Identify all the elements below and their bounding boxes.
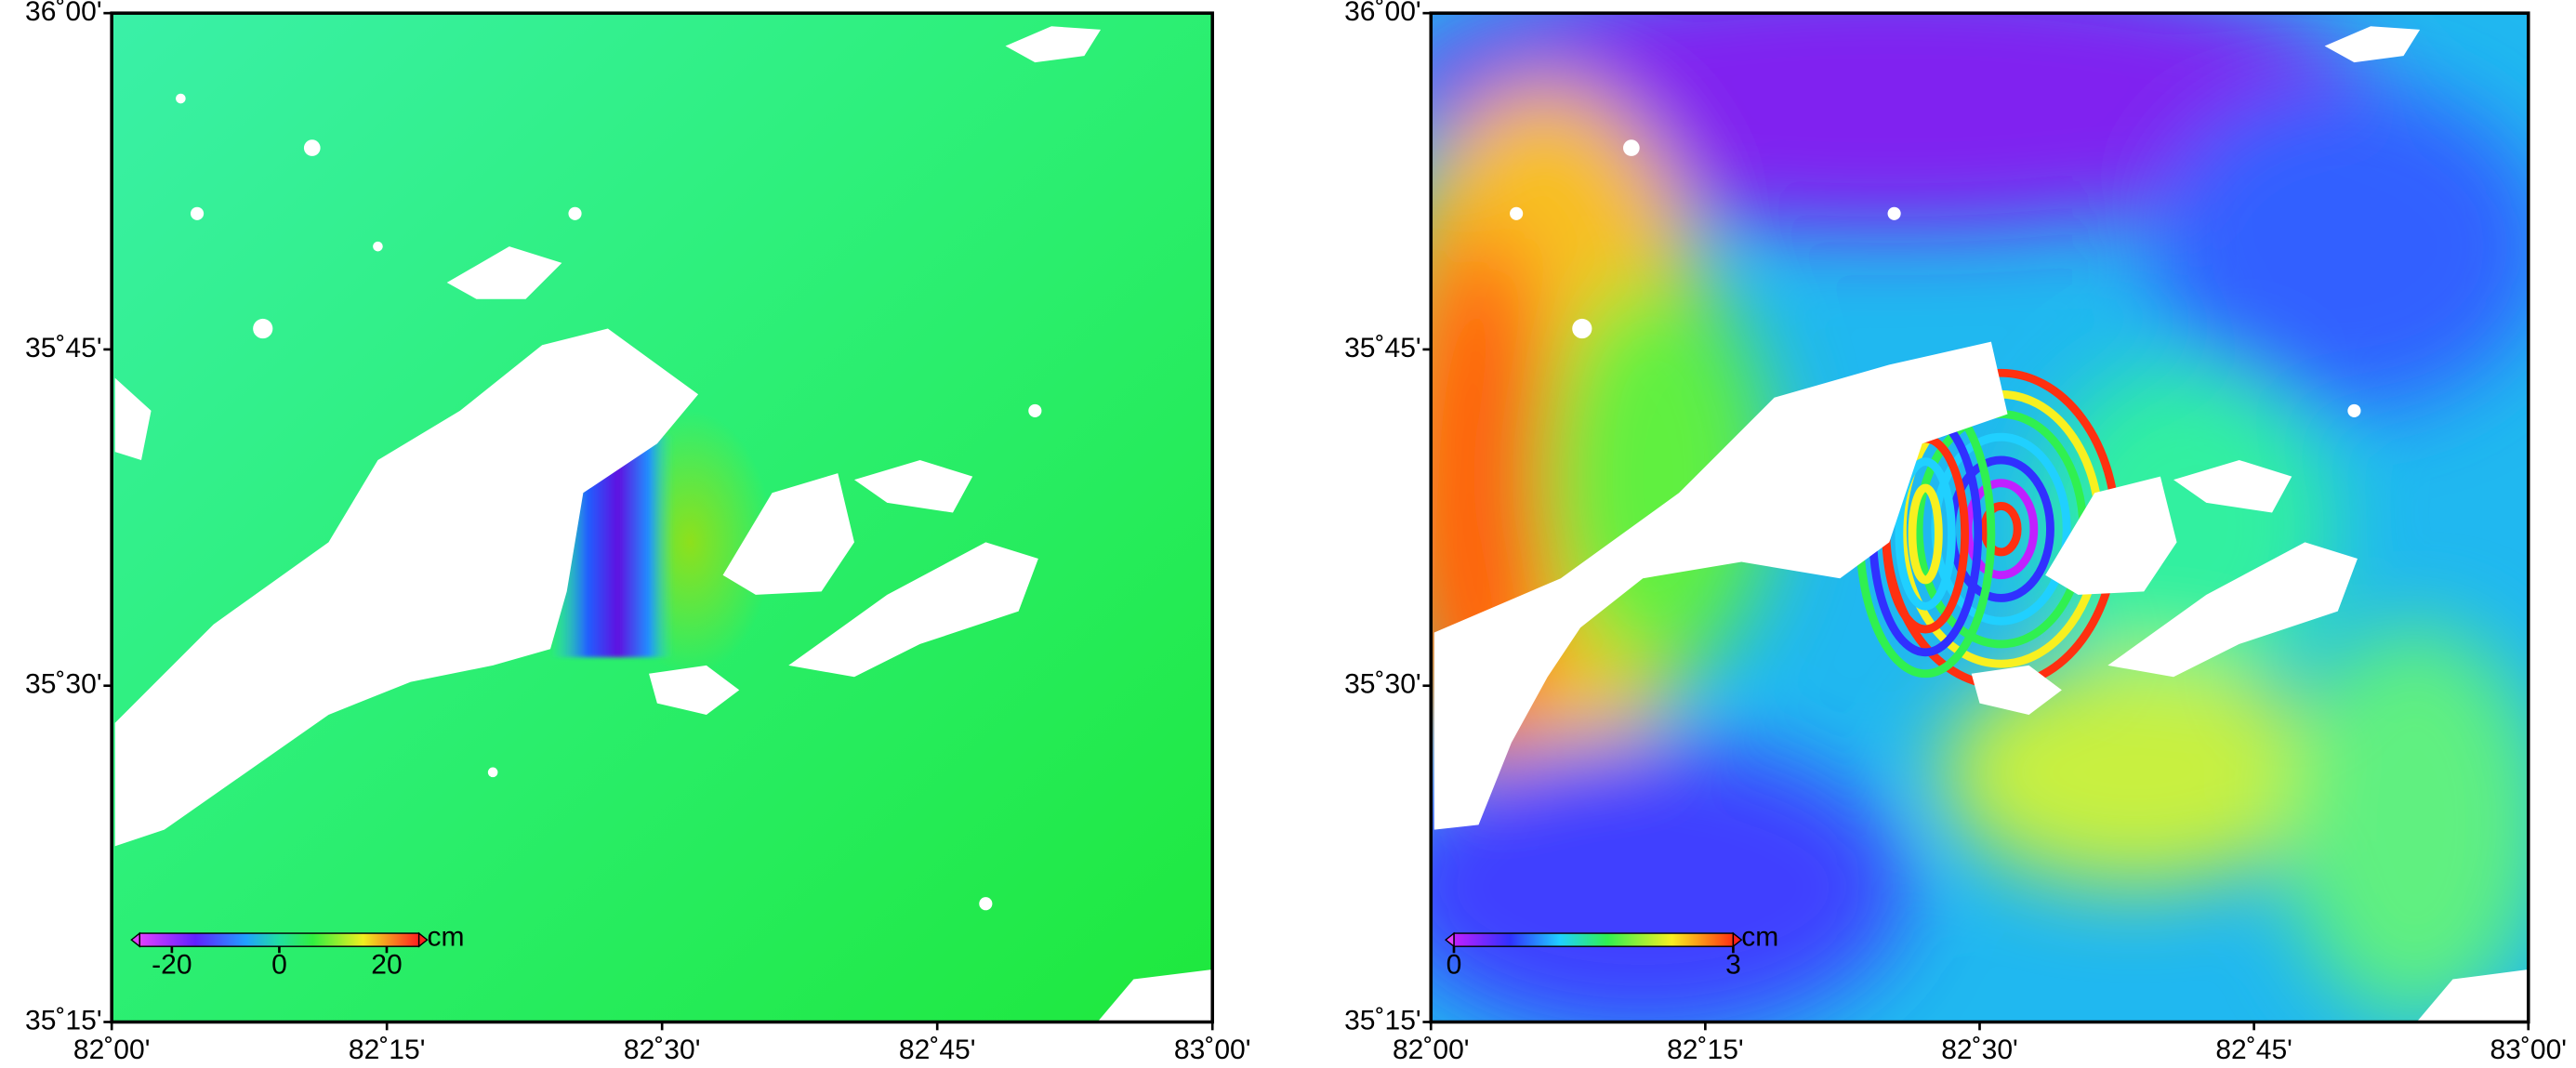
interferogram-map — [1431, 13, 2529, 1022]
lon-tick-label: 82˚00' — [73, 1035, 151, 1065]
colorbar-tick-label: 3 — [1725, 949, 1741, 980]
colorbar — [139, 932, 420, 947]
lon-tick-label: 82˚45' — [2215, 1035, 2292, 1065]
colorbar-end — [1445, 931, 1455, 948]
lon-tick-label: 82˚30' — [1941, 1035, 2018, 1065]
lat-tick-label: 36˚00' — [25, 0, 102, 27]
lon-tick-label: 83˚00' — [2490, 1035, 2567, 1065]
displacement-map — [112, 13, 1213, 1022]
lat-tick-label: 36˚00' — [1344, 0, 1421, 27]
lat-tick-label: 35˚45' — [25, 333, 102, 363]
colorbar — [1453, 932, 1735, 947]
lon-tick-label: 82˚00' — [1393, 1035, 1470, 1065]
colorbar-tick-label: -20 — [152, 949, 192, 980]
colorbar-end — [1732, 931, 1743, 948]
colorbar-tick-label: 0 — [271, 949, 287, 980]
lon-tick-label: 82˚30' — [624, 1035, 701, 1065]
lon-tick-label: 82˚45' — [899, 1035, 976, 1065]
lon-tick-label: 83˚00' — [1174, 1035, 1251, 1065]
colorbar-tick-label: 20 — [371, 949, 402, 980]
lat-tick-label: 35˚15' — [25, 1005, 102, 1035]
lon-tick-label: 82˚15' — [349, 1035, 426, 1065]
lat-tick-label: 35˚30' — [1344, 669, 1421, 700]
lon-tick-label: 82˚15' — [1667, 1035, 1744, 1065]
lat-tick-label: 35˚45' — [1344, 333, 1421, 363]
lat-tick-label: 35˚15' — [1344, 1005, 1421, 1035]
colorbar-unit: cm — [427, 921, 464, 952]
colorbar-end — [417, 931, 429, 948]
colorbar-tick-label: 0 — [1447, 949, 1462, 980]
colorbar-unit: cm — [1741, 921, 1778, 952]
colorbar-end — [130, 931, 140, 948]
lat-tick-label: 35˚30' — [25, 669, 102, 700]
